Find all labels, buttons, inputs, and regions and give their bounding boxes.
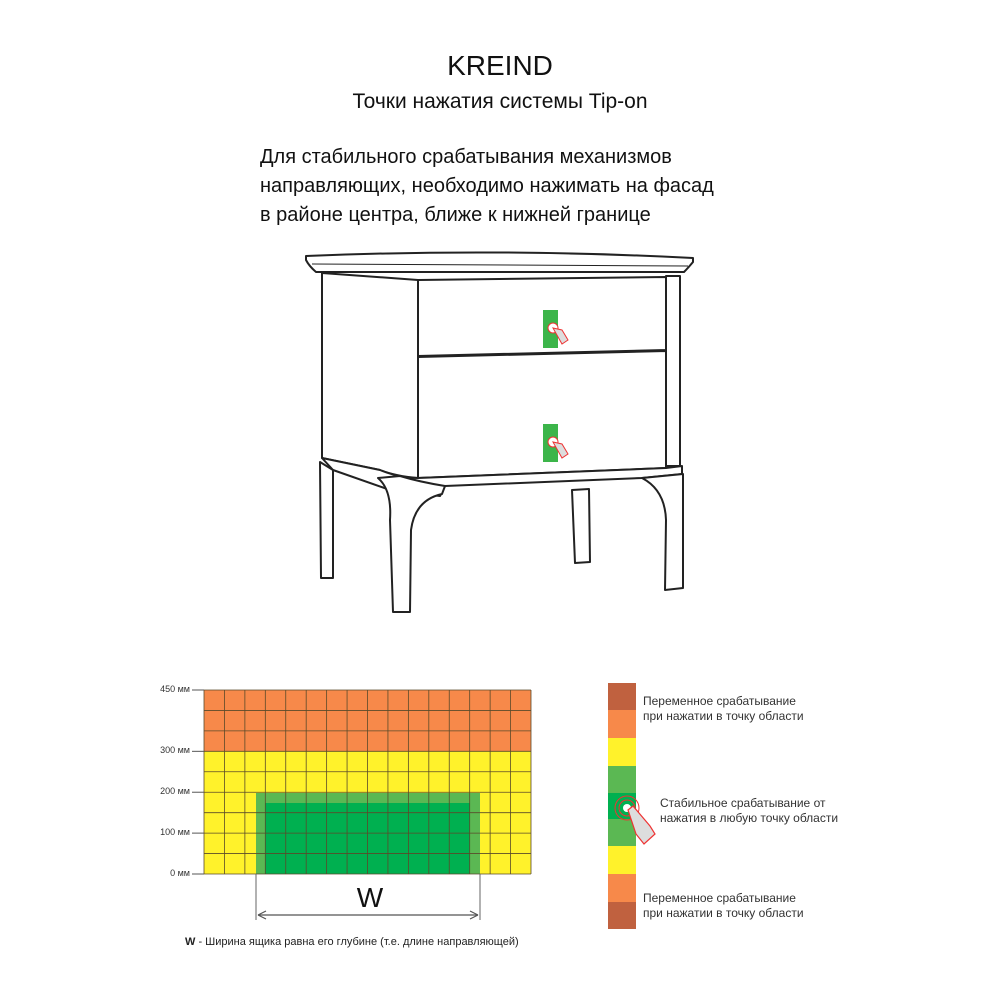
arrowheads [257,910,479,920]
legend-text: Переменное срабатывание [643,694,796,708]
tick-label: 0 мм [170,868,190,878]
caption-text: - Ширина ящика равна его глубине (т.е. д… [195,936,519,948]
press-zone-bottom [543,424,569,462]
subtitle: Точки нажатия системы Tip-on [352,90,648,113]
press-zone-top [543,310,569,348]
legend-item-variable-top: Переменное срабатывание при нажатии в то… [643,694,804,724]
tick-label: 200 мм [160,786,190,796]
legend-item-stable: Стабильное срабатывание от нажатия в люб… [660,796,838,826]
instruction-line: направляющих, необходимо нажимать на фас… [260,175,714,197]
legend-text: Стабильное срабатывание от [660,796,826,810]
top-drawer [417,276,667,357]
caption-key: W [185,936,196,948]
tick-label: 450 мм [160,684,190,694]
instruction-line: в районе центра, ближе к нижней границе [260,204,651,226]
tick-label: 100 мм [160,827,190,837]
legend-text: при нажатии в точку области [643,906,804,920]
instruction-line: Для стабильного срабатывания механизмов [260,146,672,168]
width-label: W [356,882,384,913]
tick-label: 300 мм [160,745,190,755]
instruction-text: Для стабильного срабатывания механизмов … [260,143,714,230]
brand-title: KREIND [447,50,553,81]
legend-text: нажатия в любую точку области [660,811,839,825]
legend-text: Переменное срабатывание [643,891,796,905]
caption: W - Ширина ящика равна его глубине (т.е.… [185,936,519,948]
legend-text: при нажатии в точку области [643,709,804,723]
legend-item-variable-bottom: Переменное срабатывание при нажатии в то… [643,891,804,921]
hand-press-icon [614,795,656,845]
